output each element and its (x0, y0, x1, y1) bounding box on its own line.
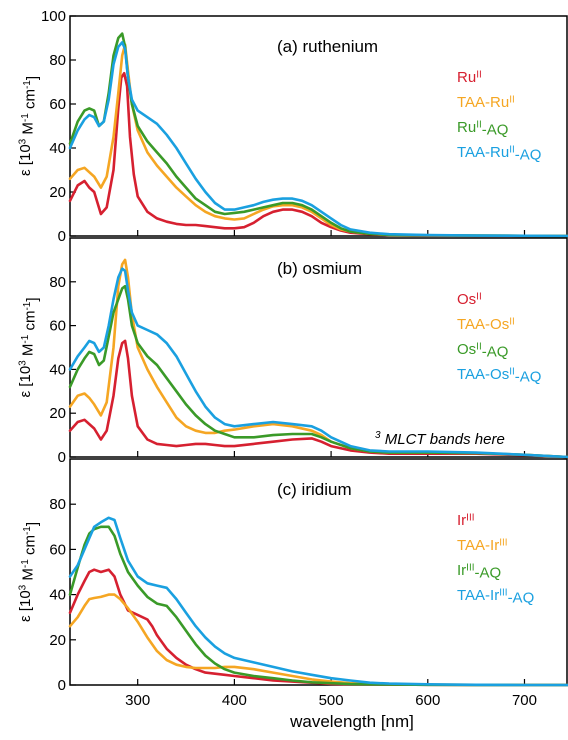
y-axis-label: ε [103 M-1 cm-1] (17, 297, 41, 397)
x-tick-label: 700 (512, 692, 537, 709)
mlct-annotation-superscript: 3 (375, 430, 381, 441)
y-tick-label: 80 (49, 52, 66, 69)
panel-title: (b) osmium (277, 259, 362, 278)
legend-entry: TAA-IrIII (457, 537, 508, 554)
y-tick-label: 0 (58, 449, 66, 466)
panel-title: (a) ruthenium (277, 37, 378, 56)
panels-group: 0 20 40 60 80 100 ε [103 M-1 cm-1] (a) rutheniu… (17, 8, 568, 709)
y-tick-label: 0 (58, 228, 66, 245)
panel-3: 0 20 40 60 80 300 400 500 600 700 ε [103 M-1 cm-1]… (17, 459, 568, 709)
legend-entry: OsII (457, 291, 482, 308)
legend-entry: IrIII-AQ (457, 562, 501, 581)
legend-entry: RuII-AQ (457, 119, 508, 138)
x-axis-label: wavelength [nm] (289, 712, 414, 731)
y-tick-label: 20 (49, 632, 66, 649)
panel-title: (c) iridium (277, 480, 352, 499)
x-tick-label: 600 (415, 692, 440, 709)
y-tick-label: 40 (49, 140, 66, 157)
y-tick-label: 20 (49, 405, 66, 422)
x-tick-label: 400 (222, 692, 247, 709)
series-line-taa-ir-iii (70, 595, 568, 685)
legend-entry: TAA-OsII (457, 316, 515, 333)
mlct-annotation: 3 MLCT bands here (375, 425, 505, 448)
legend-entry: TAA-IrIII-AQ (457, 587, 534, 606)
y-tick-label: 60 (49, 318, 66, 335)
y-tick-label: 20 (49, 184, 66, 201)
y-tick-label: 40 (49, 587, 66, 604)
legend-entry: TAA-OsII-AQ (457, 366, 541, 385)
panel-1: 0 20 40 60 80 100 ε [103 M-1 cm-1] (a) rutheniu… (17, 8, 568, 245)
x-tick-label: 300 (125, 692, 150, 709)
y-tick-label: 80 (49, 274, 66, 291)
y-tick-label: 100 (41, 8, 66, 25)
y-tick-label: 40 (49, 361, 66, 378)
legend-entry: RuII (457, 69, 482, 86)
y-tick-label: 0 (58, 677, 66, 694)
y-tick-label: 60 (49, 96, 66, 113)
legend-entry: OsII-AQ (457, 341, 508, 360)
x-tick-label: 500 (319, 692, 344, 709)
legend-entry: IrIII (457, 512, 475, 529)
y-tick-label: 60 (49, 541, 66, 558)
legend-entry: TAA-RuII-AQ (457, 144, 541, 163)
y-axis-label: ε [103 M-1 cm-1] (17, 522, 41, 622)
mlct-annotation-text: MLCT bands here (385, 431, 505, 448)
y-tick-label: 80 (49, 496, 66, 513)
y-axis-label: ε [103 M-1 cm-1] (17, 76, 41, 176)
legend-entry: TAA-RuII (457, 94, 515, 111)
